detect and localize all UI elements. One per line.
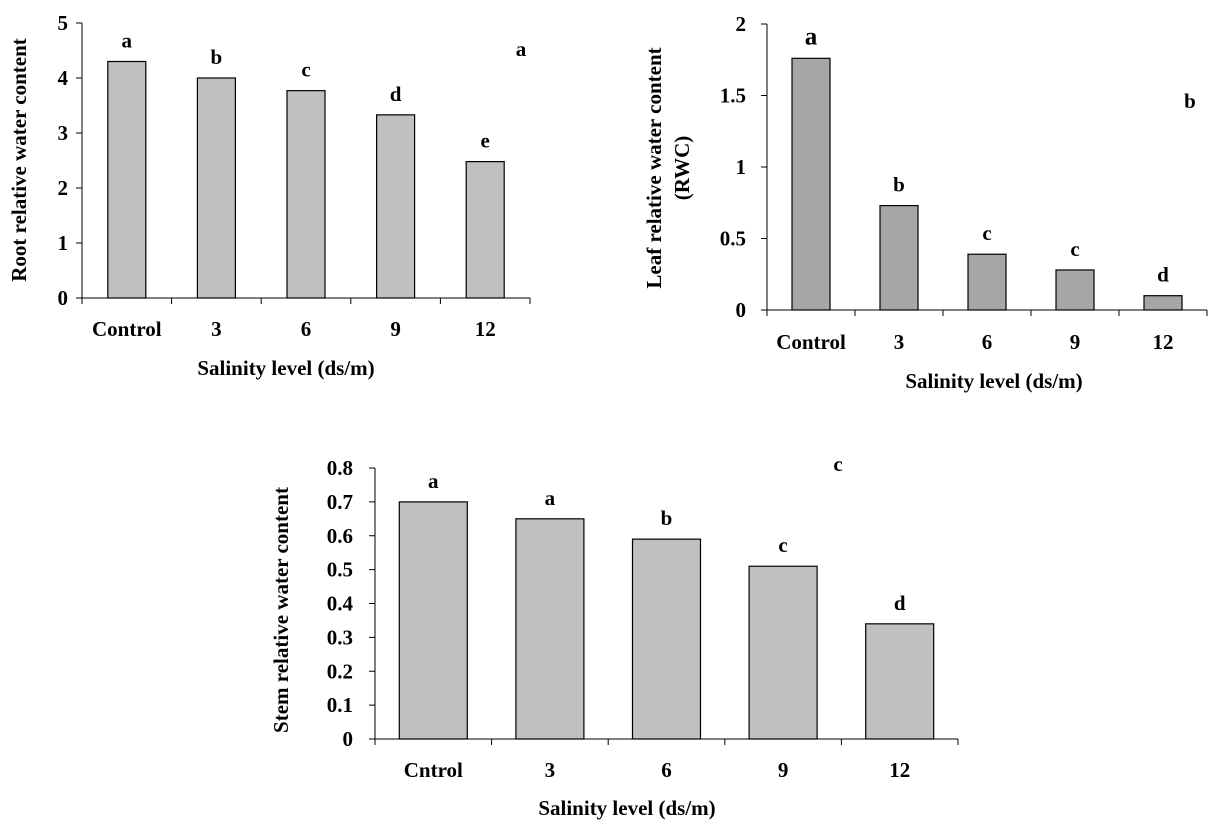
y-tick-label: 0.5 xyxy=(720,227,746,251)
bar xyxy=(515,518,585,740)
bar xyxy=(465,161,505,299)
significance-letter: c xyxy=(778,533,787,557)
significance-letter: b xyxy=(893,173,905,197)
x-tick-label: 3 xyxy=(894,330,905,354)
y-axis-label: Root relative water content xyxy=(7,38,31,282)
y-tick-label: 0.7 xyxy=(327,490,353,514)
significance-letter: a xyxy=(545,486,556,510)
x-tick-label: 3 xyxy=(211,317,222,341)
x-tick-label: Cntrol xyxy=(404,758,463,782)
x-tick-label: 9 xyxy=(390,317,401,341)
significance-letter: c xyxy=(1070,237,1079,261)
bar xyxy=(879,205,919,311)
significance-letter: d xyxy=(390,82,402,106)
y-axis-label-line2: (RWC) xyxy=(670,136,694,201)
bar xyxy=(107,60,147,299)
x-tick-label: 3 xyxy=(545,758,556,782)
y-tick-label: 0.5 xyxy=(327,558,353,582)
bar xyxy=(1055,269,1095,311)
significance-letter: a xyxy=(122,29,133,53)
panel-label: a xyxy=(516,37,527,61)
significance-letter: d xyxy=(894,591,906,615)
y-tick-label: 0.1 xyxy=(327,693,353,717)
bar xyxy=(1143,295,1183,311)
x-tick-label: 6 xyxy=(301,317,312,341)
significance-letter: e xyxy=(481,129,490,153)
panel-label: b xyxy=(1184,89,1196,113)
x-axis-label: Salinity level (ds/m) xyxy=(197,356,374,380)
bar xyxy=(748,565,818,740)
bar xyxy=(376,114,416,299)
panel-label: c xyxy=(833,452,842,476)
y-tick-label: 1.5 xyxy=(720,84,746,108)
y-axis-label: Stem relative water content xyxy=(269,487,293,733)
significance-letter: a xyxy=(428,469,439,493)
bar xyxy=(398,501,468,740)
y-tick-label: 2 xyxy=(58,176,69,200)
x-tick-label: Control xyxy=(776,330,846,354)
y-tick-label: 0.3 xyxy=(327,625,353,649)
significance-letter: b xyxy=(661,506,673,530)
bar xyxy=(286,90,326,299)
y-tick-label: 2 xyxy=(736,12,747,36)
y-tick-label: 0 xyxy=(58,286,69,310)
y-tick-label: 0 xyxy=(736,298,747,322)
bar xyxy=(967,253,1007,311)
bar xyxy=(791,57,831,311)
x-tick-label: 6 xyxy=(982,330,993,354)
x-tick-label: 6 xyxy=(661,758,672,782)
x-axis-label: Salinity level (ds/m) xyxy=(905,369,1082,393)
bar xyxy=(196,77,236,299)
y-axis-label: Leaf relative water content xyxy=(642,47,666,288)
significance-letter: a xyxy=(805,23,818,50)
significance-letter: d xyxy=(1157,263,1169,287)
y-tick-label: 1 xyxy=(736,155,747,179)
chart-leaf-water-content: 0 0.5 1 1.5 2 a Control b 3 c 6 c 9 d 12 Salinity level… xyxy=(642,12,1208,393)
x-tick-label: 9 xyxy=(1070,330,1081,354)
bar xyxy=(865,623,935,740)
bar xyxy=(631,538,702,740)
x-tick-label: 12 xyxy=(475,317,496,341)
y-tick-label: 1 xyxy=(58,231,69,255)
y-tick-label: 5 xyxy=(58,11,69,35)
y-tick-label: 0.2 xyxy=(327,659,353,683)
y-tick-label: 0 xyxy=(343,727,354,751)
x-tick-label: 12 xyxy=(889,758,910,782)
x-axis-label: Salinity level (ds/m) xyxy=(538,796,715,820)
x-tick-label: 12 xyxy=(1153,330,1174,354)
x-tick-label: Control xyxy=(92,317,162,341)
y-tick-label: 0.8 xyxy=(327,456,353,480)
y-tick-label: 0.4 xyxy=(327,592,354,616)
significance-letter: b xyxy=(211,45,223,69)
chart-stem-water-content: 0 0.1 0.2 0.3 0.4 0.5 0.6 0.7 0.8 a Cntrol a 3 b 6 c 9 d 1… xyxy=(269,452,959,820)
x-tick-label: 9 xyxy=(778,758,789,782)
y-tick-label: 4 xyxy=(58,66,69,90)
significance-letter: c xyxy=(301,58,310,82)
significance-letter: c xyxy=(982,221,991,245)
y-tick-label: 3 xyxy=(58,121,69,145)
y-tick-label: 0.6 xyxy=(327,524,353,548)
